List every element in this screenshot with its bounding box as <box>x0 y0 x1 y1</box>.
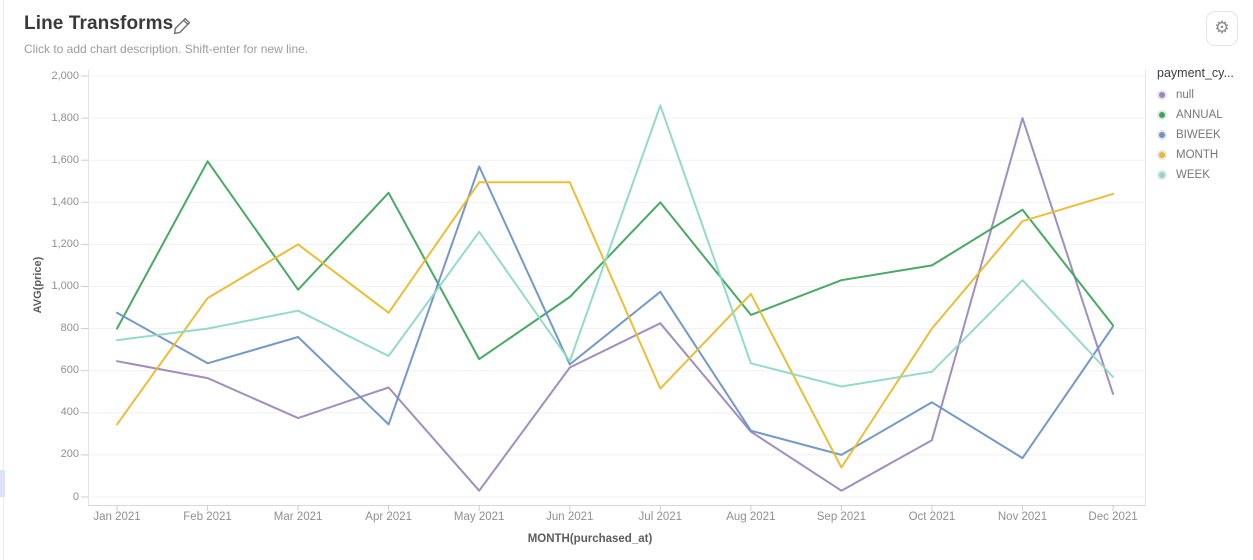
legend-item-ANNUAL[interactable]: ANNUAL <box>1157 109 1249 121</box>
y-axis-tick-label: 1,200 <box>51 237 79 250</box>
gridlines <box>88 75 1146 498</box>
legend-title: payment_cy... <box>1157 66 1234 80</box>
series-line-MONTH[interactable] <box>116 181 1114 469</box>
y-axis-tick-label: 800 <box>60 322 79 335</box>
x-axis-tick-label: Jan 2021 <box>93 511 141 523</box>
legend-item-WEEK[interactable]: WEEK <box>1157 169 1249 181</box>
y-axis-tick-label: 1,000 <box>51 280 79 292</box>
x-axis-tick-label: Apr 2021 <box>365 511 412 523</box>
legend-dot <box>1157 110 1167 120</box>
legend-dot <box>1157 150 1167 160</box>
legend-dot <box>1157 170 1167 180</box>
series-line-ANNUAL[interactable] <box>116 160 1114 361</box>
legend-label: MONTH <box>1176 149 1219 161</box>
chart-title: Line Transforms <box>24 13 174 34</box>
y-axis-tick-label: 1,600 <box>51 153 79 166</box>
left-panel-divider <box>3 0 4 560</box>
legend-item-MONTH[interactable]: MONTH <box>1157 149 1249 161</box>
pencil-icon <box>173 17 191 35</box>
y-axis-title: AVG(price) <box>32 256 44 314</box>
axis-lines <box>88 70 1146 506</box>
y-axis-tick-label: 2,000 <box>51 69 79 82</box>
x-axis-tick-label: May 2021 <box>453 511 505 523</box>
series-line-null[interactable] <box>116 117 1114 492</box>
legend-label: BIWEEK <box>1176 129 1221 141</box>
y-axis-tick-label: 1,400 <box>51 195 79 208</box>
x-axis-tick-label: Sep 2021 <box>816 511 867 523</box>
legend-dot <box>1157 90 1167 100</box>
legend: payment_cy... null ANNUAL BIWEEK MONTH WEEK <box>1157 66 1249 189</box>
chart-settings-button[interactable]: ⚙ <box>1206 11 1238 46</box>
legend-label: ANNUAL <box>1176 109 1223 121</box>
x-axis-tick-label: Mar 2021 <box>273 511 323 523</box>
y-axis-tick-label: 400 <box>60 406 79 419</box>
x-axis-tick-label: Jul 2021 <box>638 511 683 523</box>
x-axis-title: MONTH(purchased_at) <box>527 533 653 545</box>
y-axis-tick-label: 1,800 <box>51 111 79 124</box>
chart-description-placeholder[interactable]: Click to add chart description. Shift-en… <box>24 42 309 56</box>
y-axis-tick-label: 0 <box>72 490 79 503</box>
x-axis-tick-label: Oct 2021 <box>908 511 956 523</box>
y-axis-tick-label: 200 <box>60 448 79 461</box>
edit-title-button[interactable] <box>171 16 193 38</box>
legend-item-null[interactable]: null <box>1157 89 1249 101</box>
legend-label: null <box>1176 89 1194 101</box>
x-axis-tick-label: Jun 2021 <box>546 511 594 523</box>
gear-icon: ⚙ <box>1214 18 1230 38</box>
left-scrollbar-thumb[interactable] <box>0 470 5 497</box>
axis-ticks <box>81 75 1114 511</box>
x-axis-tick-label: Nov 2021 <box>997 511 1048 523</box>
series-line-WEEK[interactable] <box>116 104 1114 388</box>
legend-dot <box>1157 130 1167 140</box>
x-axis-tick-label: Aug 2021 <box>726 511 776 523</box>
legend-label: WEEK <box>1176 169 1210 181</box>
series-line-BIWEEK[interactable] <box>116 165 1114 460</box>
legend-item-BIWEEK[interactable]: BIWEEK <box>1157 129 1249 141</box>
x-axis-tick-label: Dec 2021 <box>1088 511 1138 523</box>
x-axis-tick-label: Feb 2021 <box>183 511 232 523</box>
legend-items: null ANNUAL BIWEEK MONTH WEEK <box>1157 89 1249 181</box>
y-axis-tick-label: 600 <box>60 364 79 377</box>
